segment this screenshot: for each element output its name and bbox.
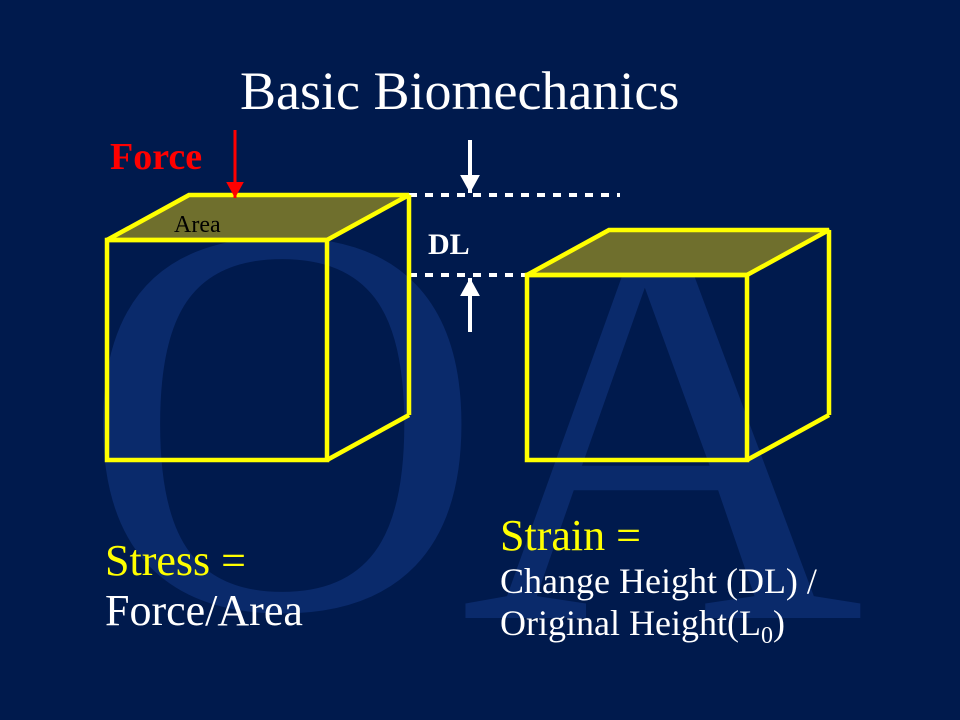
strain-heading: Strain = — [500, 510, 641, 561]
stress-body: Force/Area — [105, 585, 303, 636]
strain-subscript-zero: 0 — [761, 623, 773, 649]
stress-heading: Stress = — [105, 535, 246, 586]
strain-l1-pre: Change Height ( — [500, 561, 738, 601]
area-label: Area — [174, 212, 221, 239]
strain-l2-post: ) — [773, 603, 785, 643]
strain-delta-symbol: D — [738, 561, 764, 601]
l-symbol: L — [450, 228, 470, 261]
strain-line-1: Change Height (DL) / — [500, 560, 817, 602]
strain-line-2: Original Height(L0) — [500, 602, 785, 650]
strain-l2-pre: Original Height(L — [500, 603, 761, 643]
strain-l1-post: L) / — [764, 561, 817, 601]
delta-l-label: DL — [428, 228, 470, 262]
delta-symbol: D — [428, 228, 450, 261]
slide-root: O A Basic Biomechanics Force Area DL Str… — [0, 0, 960, 720]
